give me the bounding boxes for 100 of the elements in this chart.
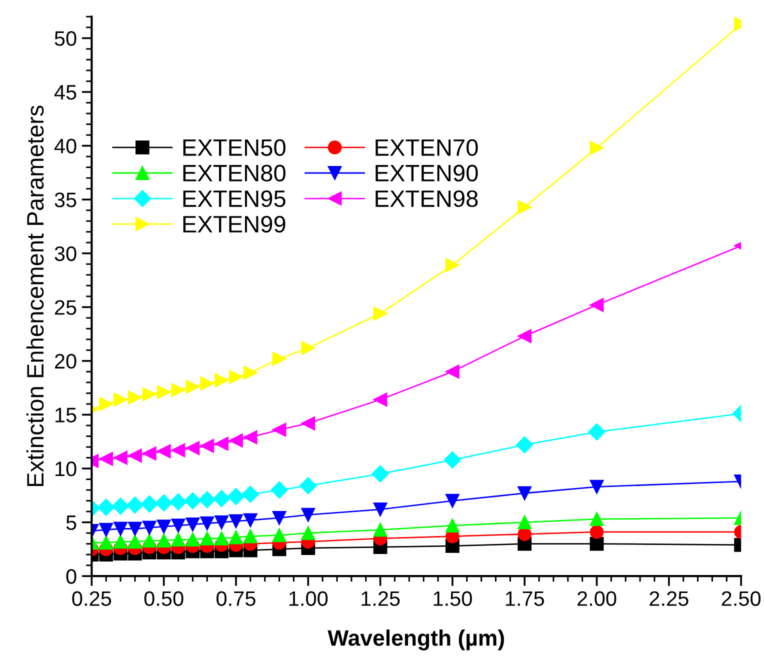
legend-label: EXTEN98 [376,190,478,208]
x-tick-label: 0.50 [144,591,184,606]
x-tick-label: 1.75 [506,591,544,606]
point [156,534,171,548]
point [272,511,286,525]
point [518,329,532,344]
point [301,526,316,540]
y-tick-label: 40 [54,138,76,154]
point [128,534,142,549]
point [242,486,259,503]
point [373,392,388,407]
point [372,465,389,482]
point [518,486,532,500]
x-tick-label: 0.25 [72,591,112,606]
y-tick-label: 20 [54,354,76,369]
point [186,441,200,456]
point [128,390,142,404]
point [213,490,230,508]
point [243,513,258,528]
point [186,380,200,394]
point [373,306,388,321]
legend-label: EXTEN95 [183,190,286,208]
point [156,520,171,534]
point [243,366,258,380]
point [214,531,229,546]
x-tick-label: 1.50 [434,591,472,606]
y-tick-label: 0 [66,569,76,584]
y-tick-label: 30 [54,246,76,262]
legend-label: EXTEN90 [376,164,478,182]
point [156,385,171,400]
legend-label: EXTEN80 [183,164,286,182]
point [140,495,158,513]
point [272,422,286,437]
point [98,498,115,516]
point [373,502,388,516]
point [590,512,604,526]
point [588,423,606,440]
point [301,416,316,430]
point [128,522,142,536]
point [114,450,128,465]
point [200,531,214,546]
point [171,383,186,397]
point [155,494,172,512]
point [229,530,243,544]
point [227,488,245,506]
point [518,200,532,214]
point [142,534,156,548]
point [590,525,604,539]
point [272,528,286,542]
x-tick-label: 2.25 [650,591,688,606]
point [301,508,316,522]
legend-label: EXTEN50 [183,139,286,156]
point [301,341,316,355]
x-axis-title: Wavelength (µm) [328,630,504,650]
point [518,527,532,542]
point [243,529,258,544]
point [229,370,243,384]
point [112,498,130,515]
point [186,532,200,546]
point [214,373,229,388]
point [446,258,460,272]
point [200,376,214,390]
point [590,140,604,155]
point [243,430,258,444]
y-tick-label: 15 [56,408,76,422]
x-tick-label: 0.75 [216,591,256,606]
point [171,518,186,532]
y-tick-label: 10 [56,462,76,476]
point [272,352,286,366]
point [186,518,200,532]
point [200,438,214,453]
point [270,481,288,499]
x-tick-label: 2.50 [722,591,761,606]
point [198,491,216,508]
point [200,516,214,530]
point [99,397,114,411]
point [156,444,171,458]
point [373,522,388,537]
point [114,522,128,536]
point [590,536,604,551]
point [516,436,534,454]
point [126,496,144,514]
y-axis-title: Extinction Enhencement Parameters [26,106,44,486]
x-tick-label: 1.00 [289,591,328,606]
point [142,446,156,460]
point [590,298,604,312]
point [444,451,462,468]
point [99,536,114,550]
point [446,494,460,508]
y-tick-label: 50 [54,31,76,46]
point [184,492,202,510]
point [99,452,114,466]
point [229,434,243,448]
legend-label: EXTEN99 [183,216,286,233]
point [446,364,460,379]
point [128,448,142,463]
y-tick-label: 5 [66,516,76,530]
x-tick-label: 2.00 [578,591,616,606]
point [114,392,128,407]
point [214,515,229,530]
